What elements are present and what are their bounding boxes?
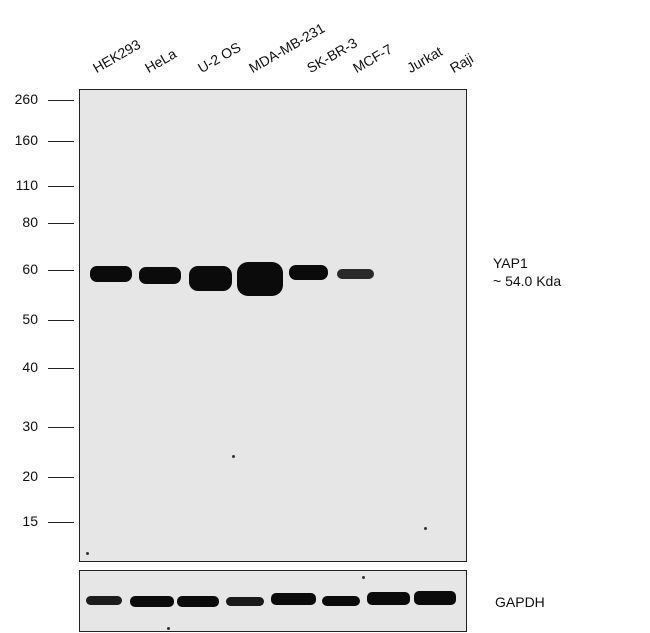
lane-label-raji: Raji (447, 50, 476, 76)
mw-tick-40 (48, 368, 74, 369)
lane-label-u2os: U-2 OS (195, 38, 244, 76)
lane-label-hela: HeLa (142, 45, 179, 76)
mw-tick-60 (48, 270, 74, 271)
mw-tick-50 (48, 320, 74, 321)
mw-tick-110 (48, 186, 74, 187)
target-size-label: ~ 54.0 Kda (493, 273, 562, 289)
blot-speck (86, 552, 89, 555)
mw-label-160: 160 (14, 132, 38, 148)
band-yap1-hela (139, 267, 181, 284)
mw-label-50: 50 (22, 311, 38, 327)
mw-tick-260 (48, 100, 74, 101)
band-gapdh-hela (130, 596, 174, 607)
band-gapdh-hek293 (86, 596, 122, 605)
blot-speck (362, 576, 365, 579)
blot-speck (232, 455, 235, 458)
lane-label-jurkat: Jurkat (404, 43, 446, 76)
mw-tick-30 (48, 427, 74, 428)
blot-speck (167, 627, 170, 630)
mw-tick-80 (48, 223, 74, 224)
mw-label-30: 30 (22, 418, 38, 434)
mw-label-15: 15 (22, 513, 38, 529)
blot-speck (424, 527, 427, 530)
main-blot-panel (79, 89, 467, 562)
loading-control-blot-panel (79, 570, 467, 632)
mw-tick-15 (48, 522, 74, 523)
band-yap1-mcf-7 (337, 269, 374, 279)
band-gapdh-mcf-7 (322, 596, 360, 606)
band-yap1-sk-br-3 (289, 265, 328, 280)
mw-tick-20 (48, 477, 74, 478)
mw-label-40: 40 (22, 359, 38, 375)
band-gapdh-u2os (177, 596, 219, 607)
mw-label-260: 260 (14, 91, 38, 107)
mw-label-20: 20 (22, 468, 38, 484)
lane-label-hek293: HEK293 (90, 36, 144, 76)
mw-tick-160 (48, 141, 74, 142)
mw-label-110: 110 (15, 177, 38, 193)
band-gapdh-jurkat (367, 592, 410, 605)
band-gapdh-raji (414, 591, 456, 605)
target-name-label: YAP1 (493, 255, 528, 271)
mw-label-60: 60 (22, 261, 38, 277)
mw-label-80: 80 (22, 214, 38, 230)
band-yap1-mda-mb-231 (237, 262, 283, 296)
loading-control-label: GAPDH (495, 594, 545, 610)
band-yap1-hek293 (90, 266, 132, 282)
band-gapdh-mda-mb-231 (226, 597, 264, 606)
band-yap1-u2os (189, 266, 232, 291)
band-gapdh-sk-br-3 (271, 593, 316, 605)
